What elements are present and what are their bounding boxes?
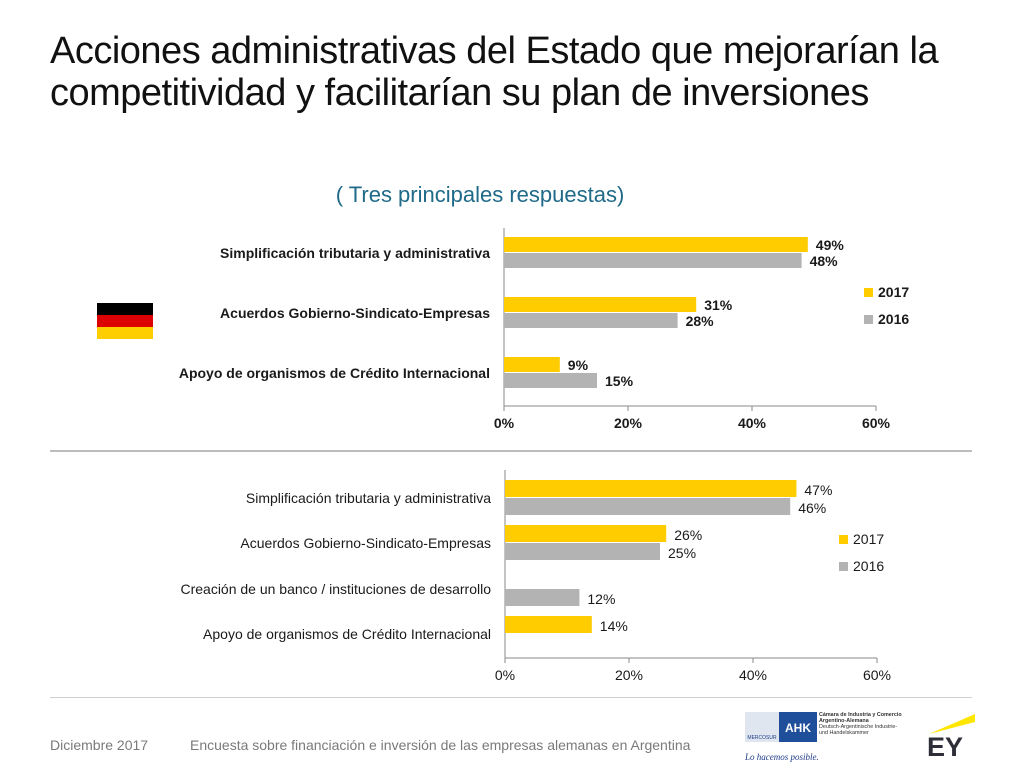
bar-2017 [505, 525, 667, 542]
legend-label: 2017 [853, 531, 884, 547]
ahk-abbr: AHK [785, 721, 811, 735]
footer-divider [50, 697, 972, 698]
legend-label: 2016 [853, 558, 884, 574]
ahk-name-de: Deutsch-Argentinische Industrie- und Han… [819, 724, 898, 736]
legend-label: 2017 [878, 284, 909, 300]
data-label: 48% [810, 253, 839, 269]
legend-swatch [864, 288, 873, 297]
data-label: 25% [668, 545, 696, 561]
data-label: 12% [587, 591, 615, 607]
x-tick-label: 0% [494, 415, 515, 431]
x-tick-label: 20% [614, 415, 643, 431]
category-label: Simplificación tributaria y administrati… [220, 245, 490, 261]
x-tick-label: 60% [863, 667, 891, 683]
mercosur-label: MERCOSUR [747, 735, 777, 741]
bar-2017 [505, 616, 592, 633]
category-label: Creación de un banco / instituciones de … [180, 581, 491, 597]
data-label: 31% [704, 297, 733, 313]
bar-2016 [504, 373, 597, 388]
ahk-logo: MERCOSUR AHK Cámara de Industria y Comer… [745, 712, 902, 762]
bar-2016 [504, 313, 678, 328]
category-label: Apoyo de organismos de Crédito Internaci… [203, 626, 491, 642]
ey-logo: EY [927, 714, 975, 758]
bar-2017 [504, 357, 560, 372]
data-label: 14% [600, 618, 628, 634]
ahk-name: Cámara de Industria y Comercio Argentino… [819, 712, 902, 724]
legend-swatch [839, 535, 848, 544]
bar-2016 [505, 543, 660, 560]
bar-2017 [504, 297, 697, 312]
category-label: Acuerdos Gobierno-Sindicato-Empresas [220, 305, 490, 321]
bar-2016 [505, 498, 791, 515]
bar-2016 [504, 253, 802, 268]
flag-stripe-gold [97, 327, 153, 339]
category-label: Simplificación tributaria y administrati… [246, 490, 491, 506]
ey-beam-icon [929, 714, 975, 734]
category-label: Apoyo de organismos de Crédito Internaci… [179, 365, 490, 381]
germany-flag-icon [97, 303, 153, 339]
category-label: Acuerdos Gobierno-Sindicato-Empresas [240, 535, 491, 551]
flag-stripe-black [97, 303, 153, 315]
x-tick-label: 60% [862, 415, 891, 431]
x-tick-label: 40% [738, 415, 767, 431]
x-tick-label: 20% [615, 667, 643, 683]
section-divider [50, 450, 972, 452]
x-tick-label: 0% [495, 667, 515, 683]
legend-swatch [839, 562, 848, 571]
footer-date: Diciembre 2017 [50, 737, 149, 753]
legend-swatch [864, 315, 873, 324]
page-title: Acciones administrativas del Estado que … [50, 30, 939, 114]
data-label: 26% [674, 527, 702, 543]
x-tick-label: 40% [739, 667, 767, 683]
mercosur-emblem-icon [745, 712, 779, 742]
ey-wordmark: EY [927, 732, 963, 758]
bar-2017 [504, 237, 808, 252]
footer-survey: Encuesta sobre financiación e inversión … [190, 737, 691, 753]
data-label: 46% [798, 500, 826, 516]
data-label: 47% [804, 482, 832, 498]
ahk-slogan: Lo hacemos posible. [745, 752, 819, 762]
data-label: 9% [568, 357, 589, 373]
data-label: 15% [605, 373, 634, 389]
data-label: 49% [816, 237, 845, 253]
bar-2017 [505, 480, 797, 497]
ahk-name-block: Cámara de Industria y Comercio Argentino… [819, 712, 902, 736]
chart-subtitle: ( Tres principales respuestas) [335, 182, 625, 207]
ahk-badge [779, 712, 817, 742]
bar-chart-bottom: 0% 20% 40% 60% Simplificación tributaria y a… [180, 470, 891, 683]
flag-stripe-red [97, 315, 153, 327]
data-label: 28% [686, 313, 715, 329]
bar-2016 [505, 589, 580, 606]
bar-chart-top: 0% 20% 40% 60% Simplificación tributaria y a… [179, 228, 909, 431]
legend-label: 2016 [878, 311, 909, 327]
